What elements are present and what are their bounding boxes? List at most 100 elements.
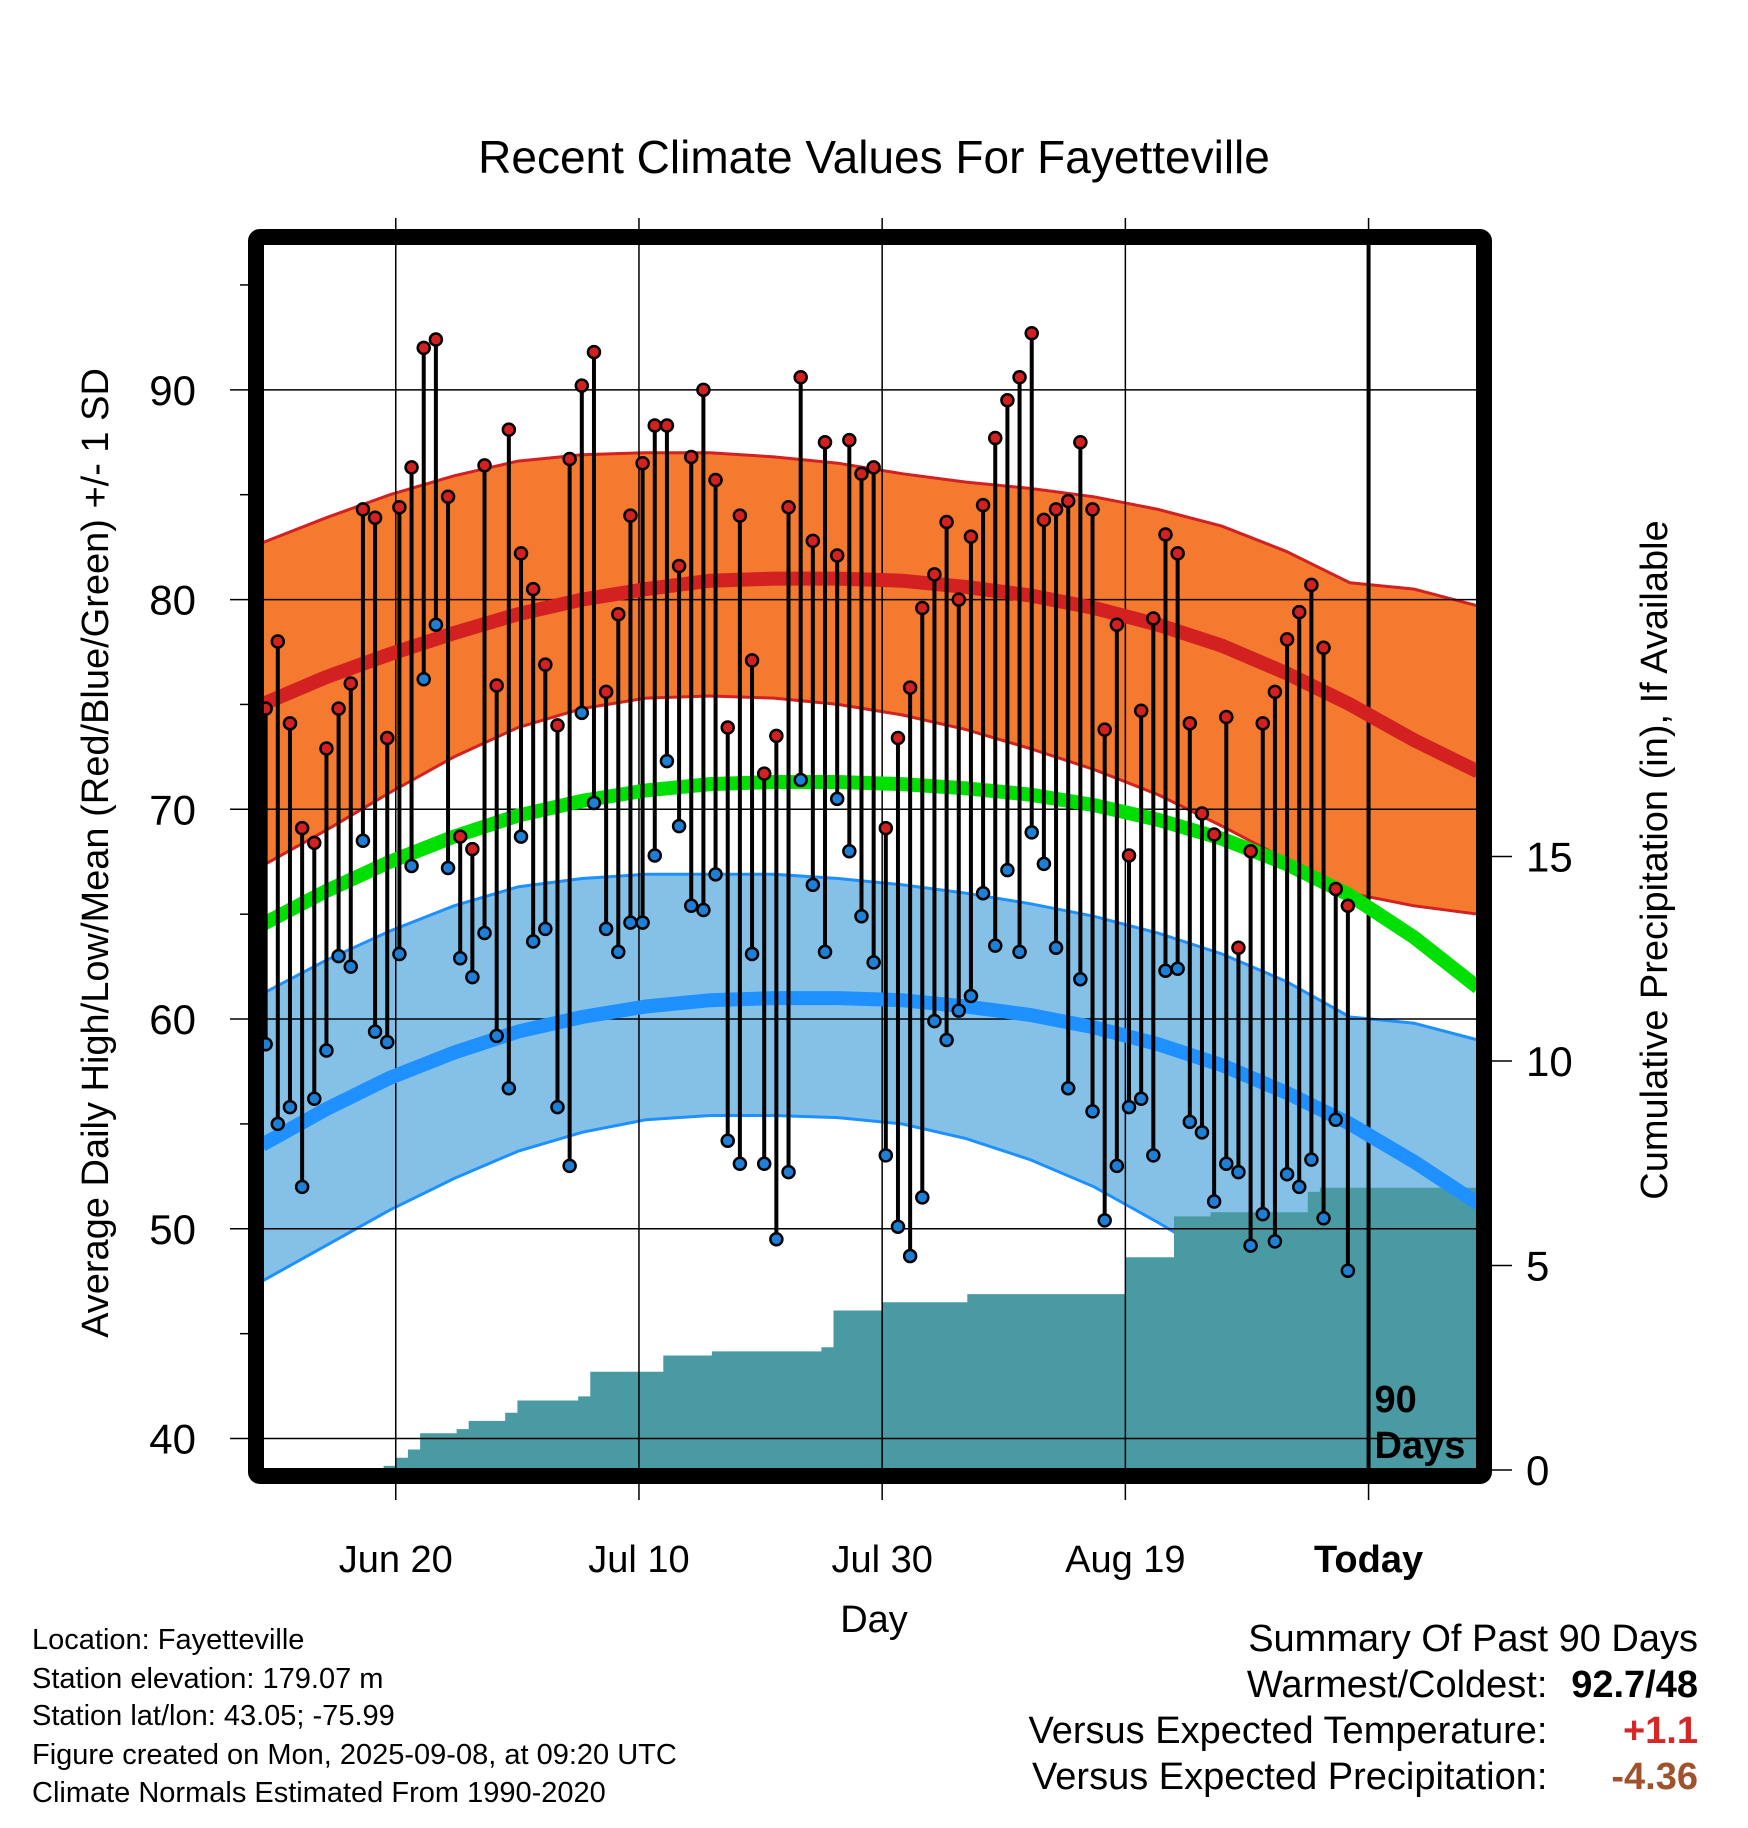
daily-high-point-89 — [1328, 881, 1343, 897]
daily-high-point-84 — [1267, 684, 1283, 700]
daily-low-point-79 — [1206, 1194, 1222, 1209]
low-sd-band — [262, 874, 1478, 1397]
daily-low-point-42 — [756, 1156, 772, 1172]
daily-low-point-22 — [513, 829, 529, 844]
daily-low-point-55 — [915, 1190, 930, 1205]
daily-low-point-45 — [793, 772, 808, 788]
daily-low-point-56 — [927, 1013, 942, 1029]
summary-panel: Summary Of Past 90 Days Warmest/Coldest:… — [1029, 1618, 1698, 1802]
daily-low-point-21 — [501, 1081, 517, 1096]
daily-high-point-37 — [696, 382, 711, 398]
daily-low-point-75 — [1158, 963, 1173, 979]
axes: 40 50 60 70 80 90 0 5 10 15 Jun 20 Jul 10 Jul 30 Aug … — [149, 218, 1573, 1581]
daily-high-point-43 — [769, 728, 784, 744]
daily-low-point-72 — [1121, 1099, 1137, 1115]
daily-high-point-49 — [842, 432, 857, 448]
footer-normals: Climate Normals Estimated From 1990-2020 — [32, 1777, 606, 1809]
daily-low-point-67 — [1060, 1081, 1076, 1096]
daily-high-point-32 — [635, 455, 650, 471]
daily-low-point-61 — [987, 938, 1003, 953]
daily-high-point-72 — [1121, 848, 1137, 863]
normal-bands — [261, 451, 1479, 1399]
daily-high-point-3 — [282, 716, 298, 731]
today-range-label-2: Days — [1375, 1425, 1466, 1467]
daily-high-point-8 — [343, 676, 359, 691]
daily-high-point-20 — [489, 678, 504, 693]
daily-high-point-78 — [1194, 806, 1210, 821]
daily-low-point-80 — [1219, 1156, 1234, 1172]
daily-low-point-3 — [282, 1099, 298, 1115]
summary-precip: Versus Expected Precipitation: -4.36 — [1029, 1756, 1698, 1802]
warm-cold-value: 92.7/48 — [1571, 1664, 1698, 1706]
daily-high-point-66 — [1048, 502, 1064, 517]
daily-low-point-81 — [1231, 1164, 1246, 1180]
y-tick-label-40: 40 — [149, 1416, 196, 1463]
daily-low-point-36 — [683, 898, 699, 914]
daily-high-point-24 — [538, 657, 553, 672]
daily-low-point-23 — [525, 934, 541, 949]
daily-low-point-83 — [1255, 1206, 1271, 1222]
daily-high-point-55 — [915, 600, 930, 616]
daily-low-point-66 — [1048, 940, 1064, 955]
y-tick-label-70: 70 — [149, 786, 196, 833]
daily-low-point-64 — [1024, 825, 1039, 840]
daily-low-point-2 — [270, 1116, 286, 1132]
x-axis-title: Day — [840, 1599, 908, 1641]
daily-low-point-31 — [623, 915, 638, 930]
daily-low-point-46 — [805, 877, 821, 893]
daily-low-point-13 — [404, 858, 419, 874]
daily-high-point-38 — [708, 472, 723, 488]
daily-high-point-18 — [465, 841, 480, 857]
daily-high-point-22 — [513, 546, 529, 561]
daily-high-point-87 — [1304, 577, 1319, 593]
daily-high-point-61 — [987, 430, 1003, 446]
daily-low-point-8 — [343, 959, 359, 974]
daily-high-point-2 — [270, 634, 286, 649]
daily-low-point-25 — [550, 1099, 565, 1115]
daily-low-point-88 — [1316, 1211, 1331, 1226]
daily-low-point-26 — [562, 1158, 577, 1174]
y2-tick-label-5: 5 — [1526, 1243, 1549, 1290]
footer-latlon: Station lat/lon: 43.05; -75.99 — [32, 1700, 395, 1732]
daily-low-point-15 — [428, 617, 444, 632]
daily-low-point-85 — [1279, 1167, 1295, 1182]
y-axis-title: Average Daily High/Low/Mean (Red/Blue/Gr… — [75, 368, 117, 1338]
daily-high-point-81 — [1231, 940, 1246, 955]
daily-high-point-16 — [440, 489, 456, 505]
daily-low-point-77 — [1182, 1114, 1198, 1130]
daily-high-point-76 — [1170, 546, 1185, 561]
daily-low-point-60 — [975, 885, 991, 901]
daily-low-point-32 — [635, 915, 650, 930]
daily-high-point-85 — [1279, 632, 1295, 647]
daily-low-point-78 — [1194, 1125, 1210, 1140]
high-sd-band — [262, 452, 1478, 915]
daily-high-point-60 — [975, 497, 991, 513]
x-tick-label-2: Jul 30 — [831, 1539, 932, 1581]
daily-high-point-44 — [781, 500, 796, 515]
daily-low-point-4 — [294, 1179, 310, 1195]
daily-high-point-36 — [683, 449, 699, 465]
daily-high-point-12 — [392, 500, 407, 515]
daily-high-point-11 — [379, 730, 395, 746]
today-range-label-1: 90 — [1375, 1379, 1417, 1421]
precip-label: Versus Expected Precipitation: — [1032, 1756, 1548, 1798]
chart-title: Recent Climate Values For Fayetteville — [478, 131, 1270, 183]
daily-high-point-54 — [902, 680, 918, 695]
daily-high-point-75 — [1158, 527, 1173, 542]
daily-low-point-70 — [1097, 1213, 1112, 1228]
y2-axis-title: Cumulative Precipitation (in), If Availa… — [1634, 520, 1676, 1199]
daily-high-point-9 — [355, 502, 371, 517]
summary-warm-cold: Warmest/Coldest: 92.7/48 — [1029, 1664, 1698, 1710]
daily-high-point-28 — [586, 344, 602, 360]
daily-low-point-18 — [465, 969, 480, 985]
daily-low-point-41 — [744, 946, 760, 962]
daily-high-point-62 — [1000, 393, 1015, 408]
daily-low-point-50 — [854, 909, 869, 924]
precipitation-area — [262, 1187, 1478, 1470]
daily-low-point-52 — [878, 1148, 894, 1163]
daily-high-point-47 — [817, 435, 833, 450]
daily-low-point-44 — [781, 1164, 796, 1180]
daily-low-point-11 — [379, 1034, 395, 1050]
daily-high-point-52 — [878, 820, 894, 836]
daily-high-point-15 — [428, 332, 444, 347]
